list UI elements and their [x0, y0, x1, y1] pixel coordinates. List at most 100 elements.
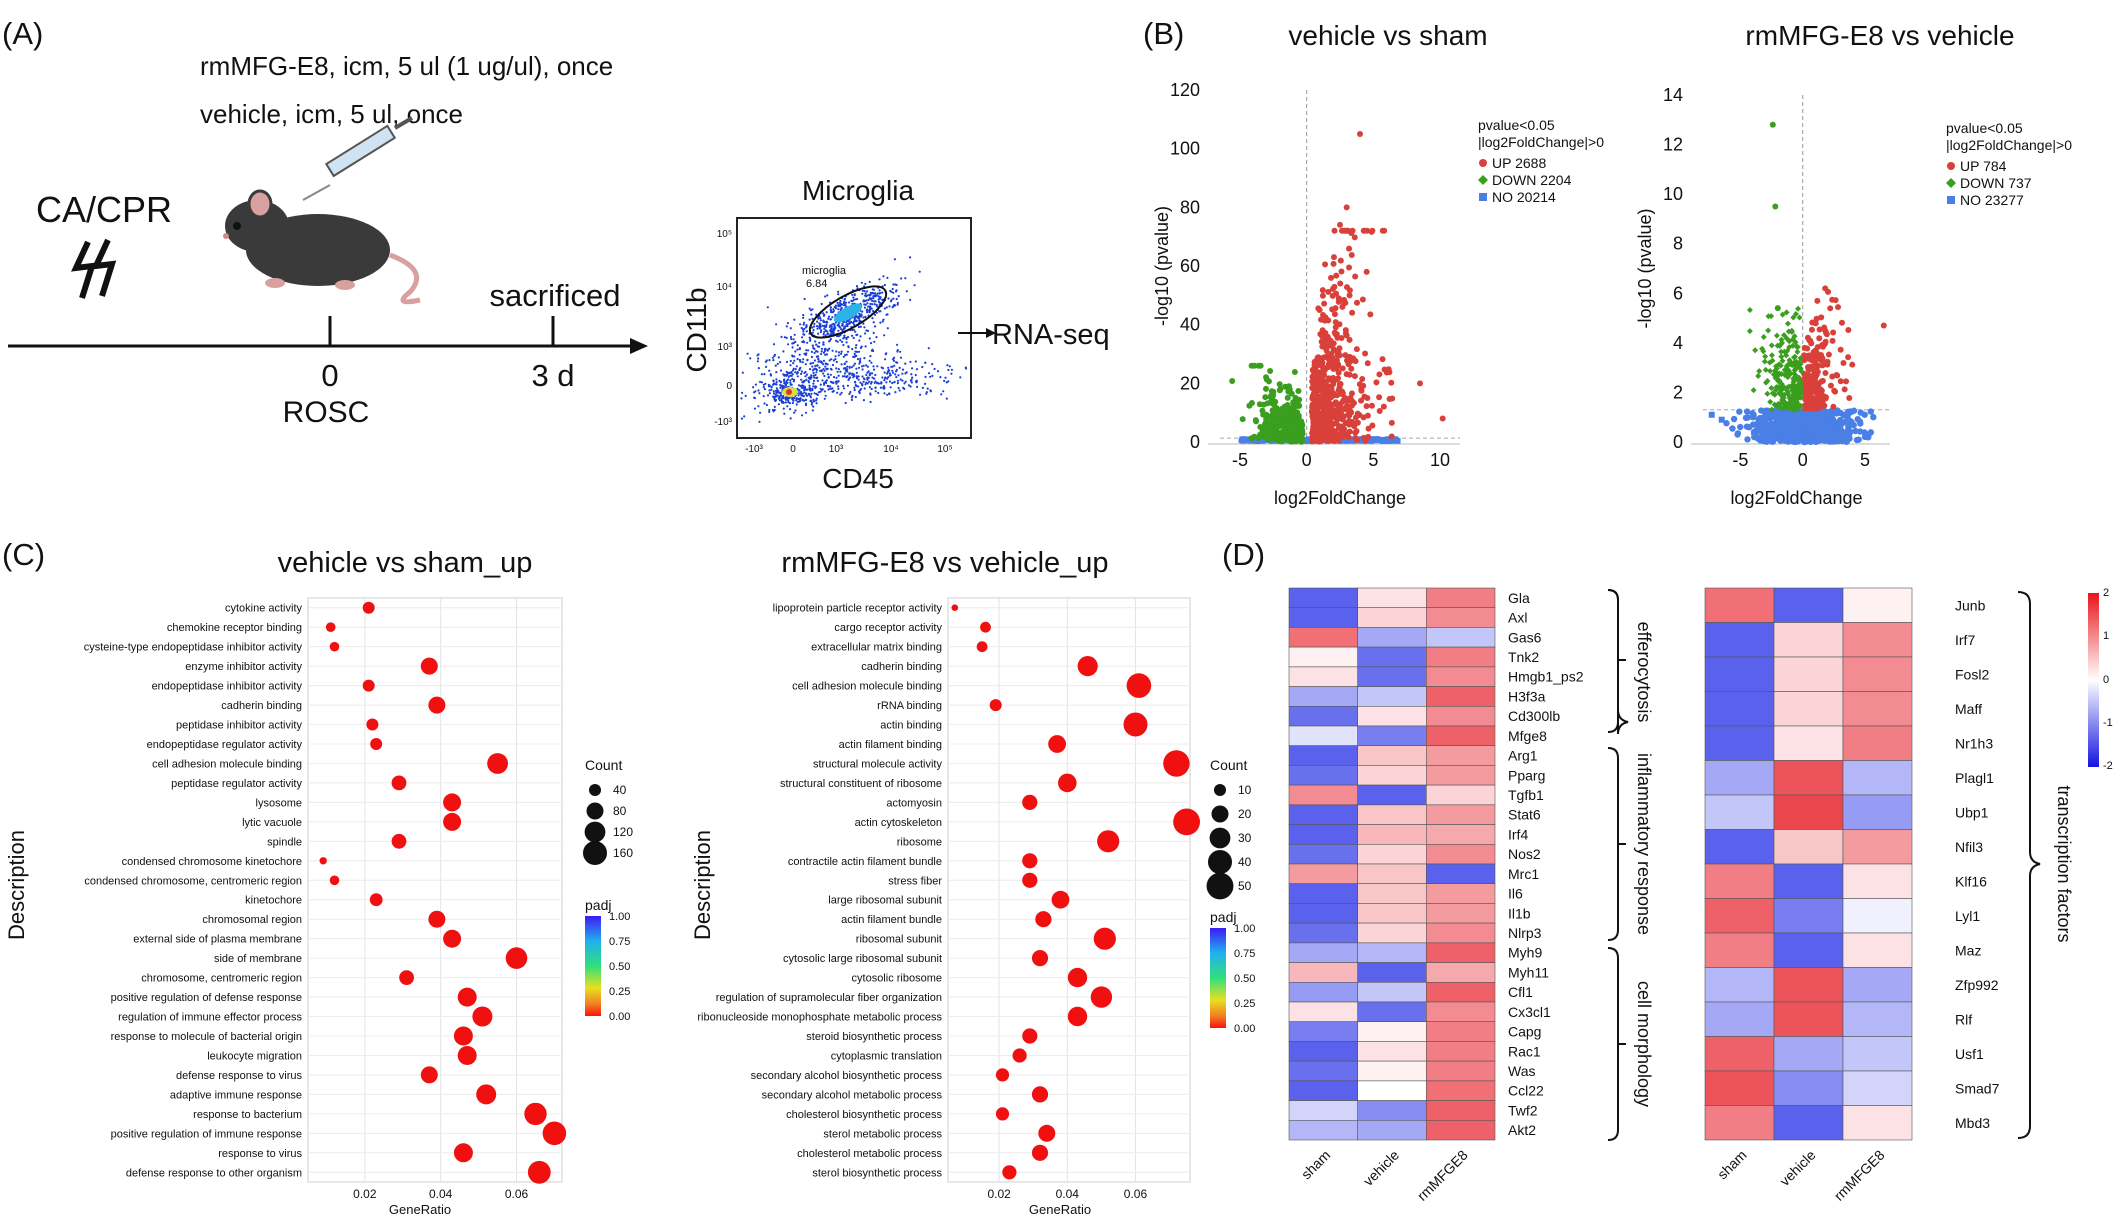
point-up	[1346, 292, 1353, 299]
x-tick-label: -5	[1232, 450, 1248, 470]
flow-event	[829, 318, 832, 321]
flow-event	[888, 305, 891, 308]
point-no	[1734, 430, 1742, 437]
flow-event	[762, 386, 765, 389]
flow-event	[783, 412, 786, 415]
flow-event	[945, 397, 948, 400]
heat-cell	[1426, 922, 1496, 944]
flow-event	[829, 338, 833, 341]
column-label: vehicle	[1776, 1147, 1818, 1189]
flow-event	[864, 292, 867, 295]
point-outlier	[1822, 285, 1829, 292]
point-down	[1767, 367, 1774, 374]
flow-event	[869, 307, 872, 311]
heat-cell	[1704, 1036, 1775, 1072]
flow-event	[823, 320, 826, 323]
point-up	[1829, 373, 1836, 380]
point-up	[1381, 227, 1388, 234]
flow-event	[846, 375, 849, 378]
point-up	[1359, 375, 1366, 382]
flow-event	[757, 367, 761, 370]
heat-cell	[1704, 898, 1775, 934]
flow-event	[816, 350, 819, 353]
point-no	[1242, 436, 1247, 441]
flow-event	[892, 297, 895, 300]
flow-event	[871, 372, 874, 375]
timepoint-0: 0	[321, 358, 338, 393]
point-down	[1261, 433, 1268, 440]
point-no	[1812, 432, 1819, 440]
flow-event	[878, 310, 881, 313]
y-tick-label: 8	[1673, 234, 1683, 254]
flow-event	[805, 378, 808, 381]
flow-event	[804, 411, 808, 414]
heat-cell	[1842, 656, 1913, 692]
column-label: vehicle	[1360, 1147, 1402, 1189]
flow-event	[819, 383, 822, 386]
flow-event	[794, 368, 797, 371]
flow-event	[788, 396, 791, 399]
point-no	[1829, 415, 1836, 422]
flow-event	[812, 405, 815, 408]
row-label: Junb	[1955, 597, 1986, 613]
flow-event	[883, 392, 886, 395]
flow-event	[834, 358, 837, 361]
flow-event	[891, 369, 894, 372]
flow-event	[848, 372, 851, 375]
heat-cell	[1773, 656, 1844, 692]
heat-cell	[1357, 1120, 1427, 1141]
flow-event	[779, 386, 782, 389]
category-label: adaptive immune response	[170, 1089, 302, 1101]
gate-value: 6.84	[806, 278, 827, 290]
row-label: Tgfb1	[1508, 787, 1544, 803]
row-label: Klf16	[1955, 873, 1987, 889]
flow-event	[780, 335, 783, 338]
legend-header: pvalue<0.05	[1478, 117, 1555, 133]
timepoint-3d: 3 d	[531, 358, 574, 393]
x-axis-label: GeneRatio	[389, 1202, 451, 1217]
flow-event	[843, 375, 846, 378]
flow-event	[801, 398, 804, 401]
flow-event	[896, 301, 900, 305]
y-tick-label: 10	[1663, 184, 1683, 204]
group-inflammatory-response: inflammatory response	[1634, 753, 1654, 935]
flow-event	[889, 300, 893, 303]
point-up	[1346, 287, 1353, 294]
flow-event	[793, 333, 796, 336]
heat-cell	[1773, 794, 1844, 830]
flow-event	[880, 366, 883, 369]
dot	[428, 910, 446, 928]
flow-event	[840, 352, 843, 355]
x-tick-label: 0.02	[353, 1187, 377, 1201]
dot	[457, 1046, 477, 1065]
flow-event	[936, 370, 940, 373]
dot	[1031, 1144, 1049, 1161]
flow-event	[772, 343, 776, 346]
heat-cell	[1704, 932, 1775, 968]
point-up	[1331, 283, 1338, 290]
flow-event	[916, 385, 919, 388]
y-tick-label: 40	[1180, 315, 1200, 335]
point-up	[1843, 378, 1850, 385]
flow-event	[862, 364, 865, 367]
flow-event	[820, 347, 824, 350]
flow-event	[812, 398, 815, 401]
heat-cell	[1357, 981, 1427, 1003]
flow-event	[888, 374, 892, 377]
padj-colorbar	[1210, 928, 1226, 1028]
row-label: Nos2	[1508, 846, 1541, 862]
point-down	[1296, 421, 1303, 428]
point-up	[1814, 380, 1821, 387]
panel-a-label: (A)	[2, 16, 43, 51]
y-tick-label: 120	[1170, 80, 1200, 100]
point-up	[1353, 346, 1360, 353]
flow-event	[771, 356, 775, 359]
point-down	[1764, 390, 1771, 397]
category-label: actomyosin	[886, 797, 942, 809]
point-no	[1744, 436, 1751, 443]
flow-event	[873, 300, 877, 303]
category-label: ribonucleoside monophosphate metabolic p…	[697, 1012, 942, 1024]
flow-event	[808, 384, 811, 387]
heat-cell	[1426, 725, 1496, 747]
flow-event	[763, 373, 766, 376]
